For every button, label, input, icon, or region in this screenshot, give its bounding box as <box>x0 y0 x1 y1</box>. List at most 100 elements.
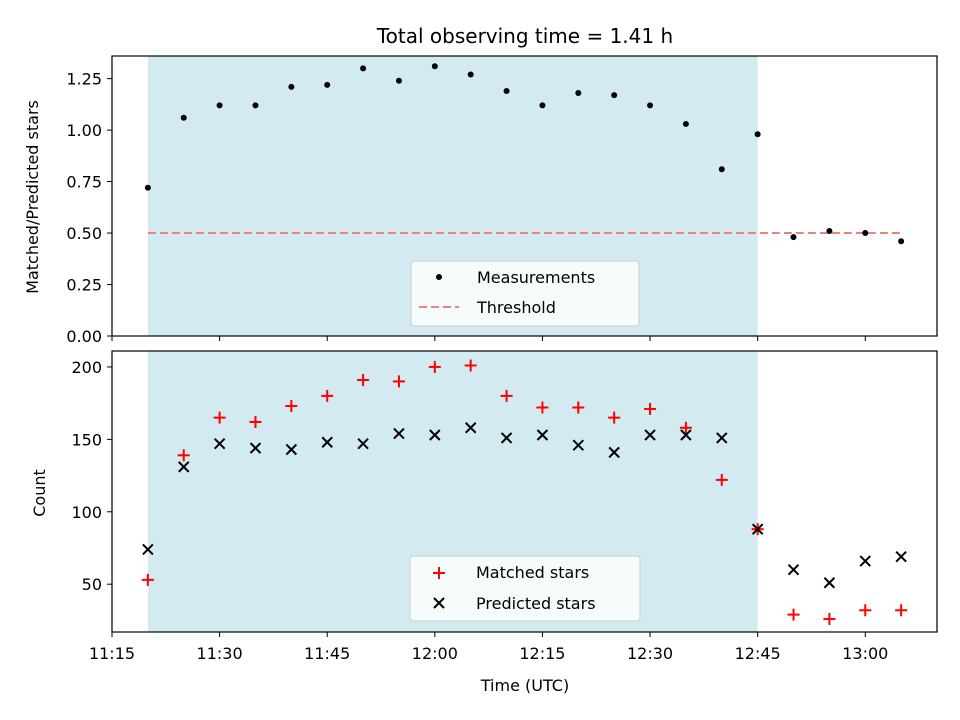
ratio-y-axis-label: Matched/Predicted stars <box>23 100 42 294</box>
predicted-star-point <box>285 443 298 456</box>
legend-measurements-label: Measurements <box>477 268 595 287</box>
ratio-y-tick-label: 0.00 <box>66 327 102 346</box>
measurement-point <box>180 114 187 121</box>
matched-star-point <box>608 411 621 424</box>
matched-star-point <box>321 389 334 402</box>
matched-star-point <box>357 373 370 386</box>
predicted-star-point <box>429 429 441 441</box>
legend-matched-marker <box>433 567 445 579</box>
legend-threshold-label: Threshold <box>476 298 556 317</box>
matched-star-point <box>285 400 298 413</box>
matched-star-point <box>213 411 226 424</box>
x-tick-label: 11:45 <box>304 644 350 663</box>
measurement-point <box>754 131 761 138</box>
predicted-star-point <box>572 439 585 451</box>
predicted-star-point <box>393 427 405 440</box>
matched-star-point <box>464 359 477 372</box>
x-axis-label: Time (UTC) <box>480 676 569 695</box>
count-y-tick-label: 100 <box>71 503 102 522</box>
legend-measurements-marker <box>436 274 442 280</box>
measurement-point <box>252 102 259 109</box>
ratio-legend: Measurements Threshold <box>410 260 640 327</box>
x-tick-label: 12:30 <box>627 644 673 663</box>
measurement-point <box>324 81 331 88</box>
matched-star-point <box>536 401 549 414</box>
matched-star-point <box>715 473 728 486</box>
measurement-point <box>503 88 510 94</box>
predicted-star-point <box>249 442 262 454</box>
matched-star-point <box>500 389 513 402</box>
ratio-y-tick-label: 1.00 <box>66 121 102 140</box>
ratio-y-tick-label: 1.25 <box>66 70 102 89</box>
x-tick-label: 12:45 <box>735 644 781 663</box>
predicted-star-point <box>321 436 333 448</box>
measurement-point <box>718 166 725 173</box>
x-tick-label: 12:15 <box>519 644 565 663</box>
predicted-star-point <box>178 461 190 473</box>
measurement-point <box>826 228 833 234</box>
x-tick-label: 12:00 <box>412 644 458 663</box>
matched-star-point <box>141 573 154 586</box>
ratio-axes-frame <box>111 55 938 337</box>
predicted-star-point <box>536 429 549 441</box>
measurement-point <box>467 71 474 78</box>
matched-star-point <box>895 604 908 617</box>
matched-star-point <box>644 402 657 415</box>
matched-star-point <box>679 421 692 434</box>
ratio-y-tick-label: 0.50 <box>66 224 102 243</box>
predicted-star-point <box>464 422 477 434</box>
predicted-star-point <box>142 543 154 556</box>
predicted-star-point <box>716 432 728 444</box>
count-y-axis-label: Count <box>30 469 49 517</box>
predicted-star-point <box>823 577 836 589</box>
measurement-point <box>216 102 223 109</box>
predicted-star-point <box>608 446 620 459</box>
matched-star-point <box>572 401 585 414</box>
x-tick-label: 11:30 <box>197 644 243 663</box>
measurement-point <box>611 92 618 99</box>
measurement-point <box>682 120 689 127</box>
measurement-point <box>862 230 869 237</box>
ratio-y-tick-label: 0.75 <box>66 173 102 192</box>
measurement-point <box>431 63 438 70</box>
matched-star-point <box>428 360 441 373</box>
x-tick-label: 13:00 <box>842 644 888 663</box>
measurement-point <box>898 238 905 245</box>
predicted-star-point <box>500 432 513 444</box>
matched-star-point <box>392 375 405 388</box>
count-legend: Matched stars Predicted stars <box>409 555 641 622</box>
matched-star-point <box>859 604 872 617</box>
measurement-point <box>395 77 402 84</box>
measurement-point <box>539 102 546 109</box>
count-y-tick-label: 200 <box>71 358 102 377</box>
predicted-star-point <box>213 437 226 450</box>
measurement-point <box>144 184 151 191</box>
predicted-star-point <box>859 555 871 567</box>
predicted-star-point <box>895 550 907 563</box>
measurement-point <box>288 83 295 90</box>
matched-star-point <box>249 415 262 428</box>
count-panel: 50 100 150 200 11:15 11:30 11:45 12:00 12:15 12:3… <box>30 350 938 695</box>
ratio-y-tick-label: 0.25 <box>66 276 102 295</box>
predicted-star-point <box>751 523 764 535</box>
count-y-tick-label: 150 <box>71 430 102 449</box>
count-axes-frame <box>111 350 938 633</box>
matched-star-point <box>823 612 836 625</box>
measurement-point <box>575 90 582 97</box>
predicted-star-point <box>357 437 369 450</box>
measurement-point <box>647 102 654 109</box>
legend-matched-label: Matched stars <box>476 563 589 582</box>
measurement-point <box>360 65 367 72</box>
legend-predicted-label: Predicted stars <box>476 594 596 613</box>
legend-predicted-marker <box>433 597 445 609</box>
measurement-point <box>790 234 797 241</box>
chart-title: Total observing time = 1.41 h <box>376 24 673 48</box>
count-y-tick-label: 50 <box>82 575 102 594</box>
matched-star-point <box>787 608 800 621</box>
predicted-star-point <box>680 429 692 441</box>
matched-star-point <box>177 449 190 462</box>
x-tick-label: 11:15 <box>89 644 135 663</box>
ratio-panel: 0.00 0.25 0.50 0.75 1.00 1.25 Matched/Predict… <box>23 55 938 346</box>
predicted-star-point <box>644 429 656 441</box>
